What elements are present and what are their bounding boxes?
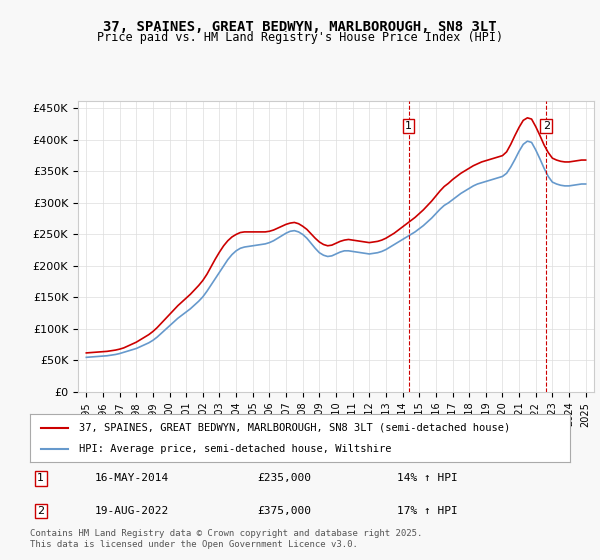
Text: HPI: Average price, semi-detached house, Wiltshire: HPI: Average price, semi-detached house,… [79,444,391,454]
Text: 2: 2 [37,506,44,516]
Text: 16-MAY-2014: 16-MAY-2014 [95,473,169,483]
Text: 2: 2 [542,121,550,131]
Text: £375,000: £375,000 [257,506,311,516]
Text: Price paid vs. HM Land Registry's House Price Index (HPI): Price paid vs. HM Land Registry's House … [97,31,503,44]
Text: 19-AUG-2022: 19-AUG-2022 [95,506,169,516]
Text: £235,000: £235,000 [257,473,311,483]
Text: 17% ↑ HPI: 17% ↑ HPI [397,506,458,516]
Text: 1: 1 [37,473,44,483]
Text: 37, SPAINES, GREAT BEDWYN, MARLBOROUGH, SN8 3LT: 37, SPAINES, GREAT BEDWYN, MARLBOROUGH, … [103,20,497,34]
Text: 1: 1 [405,121,412,131]
Text: 37, SPAINES, GREAT BEDWYN, MARLBOROUGH, SN8 3LT (semi-detached house): 37, SPAINES, GREAT BEDWYN, MARLBOROUGH, … [79,423,510,433]
Text: 14% ↑ HPI: 14% ↑ HPI [397,473,458,483]
Text: Contains HM Land Registry data © Crown copyright and database right 2025.
This d: Contains HM Land Registry data © Crown c… [30,529,422,549]
